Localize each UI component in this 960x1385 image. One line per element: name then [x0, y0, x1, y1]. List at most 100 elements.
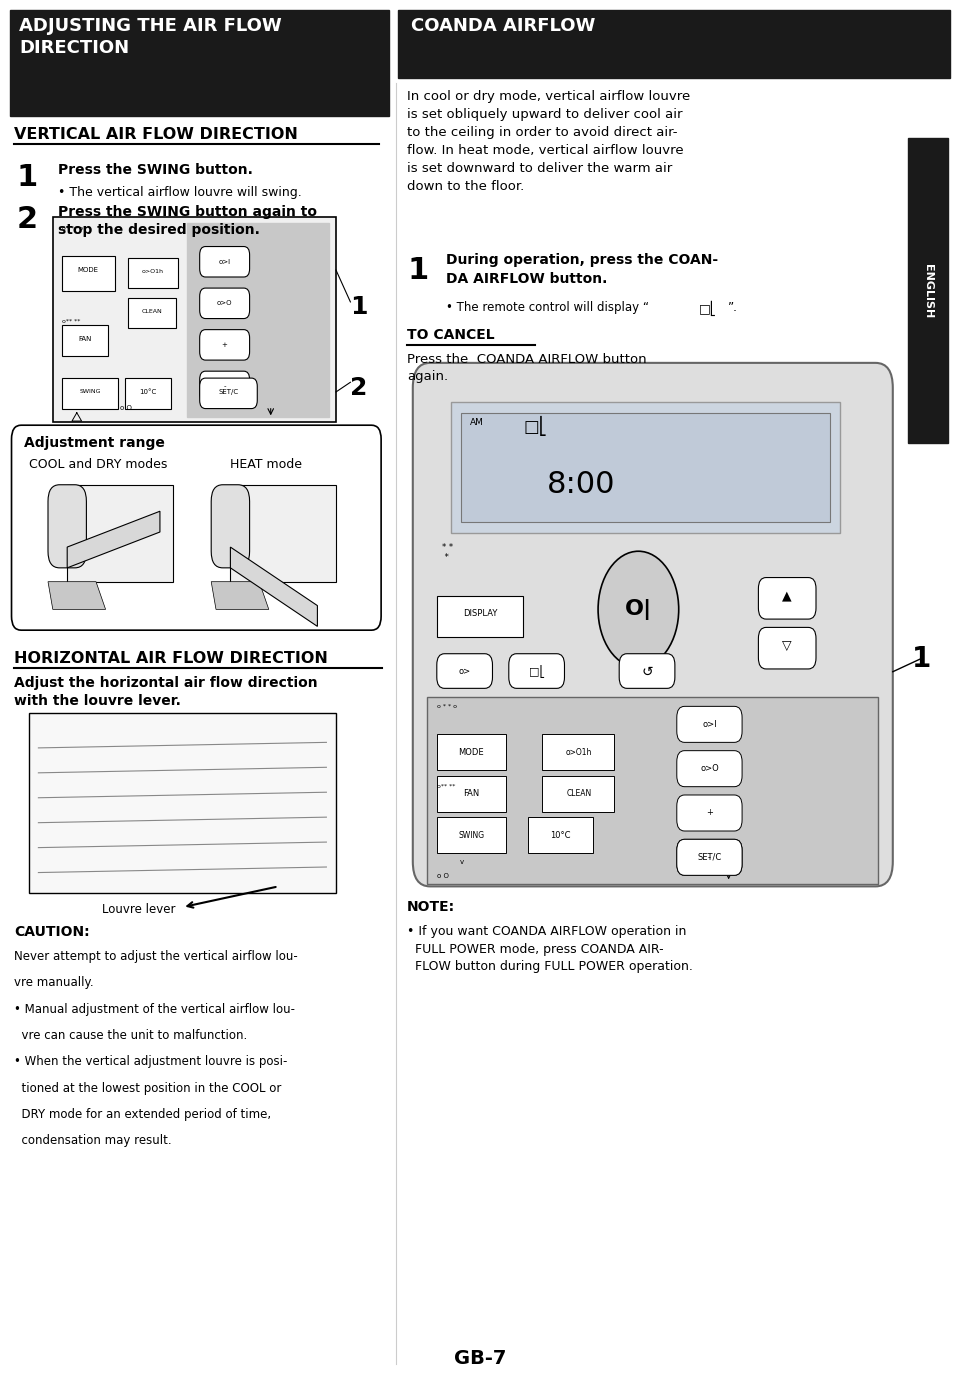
Text: ”.: ”. — [728, 301, 737, 313]
Text: CLEAN: CLEAN — [141, 309, 162, 314]
Text: Never attempt to adjust the vertical airflow lou-: Never attempt to adjust the vertical air… — [14, 950, 299, 963]
FancyBboxPatch shape — [200, 371, 250, 402]
Text: o** **: o** ** — [437, 784, 455, 789]
FancyBboxPatch shape — [619, 654, 675, 688]
Text: * *
 *: * * * — [442, 543, 453, 562]
Text: GB-7: GB-7 — [454, 1349, 506, 1368]
Text: ENGLISH: ENGLISH — [924, 263, 933, 319]
FancyBboxPatch shape — [48, 485, 86, 568]
FancyBboxPatch shape — [12, 425, 381, 630]
Text: ▽: ▽ — [782, 638, 792, 652]
FancyBboxPatch shape — [200, 378, 257, 409]
Text: o>O1h: o>O1h — [565, 748, 592, 756]
Text: Adjustment range: Adjustment range — [24, 436, 165, 450]
FancyBboxPatch shape — [758, 627, 816, 669]
Text: • The remote control will display “: • The remote control will display “ — [446, 301, 649, 313]
Text: 1: 1 — [912, 645, 931, 673]
Bar — [437, 596, 523, 637]
Text: +: + — [706, 809, 713, 817]
Text: -: - — [708, 853, 711, 861]
Bar — [451, 402, 840, 533]
Text: Press the SWING button.: Press the SWING button. — [58, 163, 252, 177]
Text: Adjust the horizontal air flow direction
with the louvre lever.: Adjust the horizontal air flow direction… — [14, 676, 318, 708]
Text: • When the vertical adjustment louvre is posi-: • When the vertical adjustment louvre is… — [14, 1055, 288, 1068]
Bar — [437, 776, 506, 812]
Text: • Manual adjustment of the vertical airflow lou-: • Manual adjustment of the vertical airf… — [14, 1003, 296, 1015]
Bar — [62, 325, 108, 356]
Text: ↺: ↺ — [641, 665, 653, 679]
Text: □⎣: □⎣ — [523, 416, 547, 436]
Text: 1: 1 — [407, 256, 428, 285]
FancyBboxPatch shape — [758, 578, 816, 619]
Bar — [398, 10, 950, 78]
Text: SWING: SWING — [80, 389, 101, 395]
Bar — [437, 734, 506, 770]
Text: During operation, press the COAN-
DA AIRFLOW button.: During operation, press the COAN- DA AIR… — [446, 253, 718, 285]
Text: o O: o O — [120, 406, 132, 411]
Polygon shape — [230, 547, 318, 626]
Text: o* * *o: o* * *o — [62, 226, 84, 231]
Text: □⎣: □⎣ — [699, 301, 717, 316]
Polygon shape — [67, 511, 160, 568]
Text: 8:00: 8:00 — [547, 470, 615, 499]
Bar — [29, 713, 336, 893]
Bar — [128, 298, 176, 328]
Text: AM: AM — [470, 418, 484, 427]
Text: FAN: FAN — [464, 789, 479, 798]
FancyBboxPatch shape — [200, 330, 250, 360]
Text: 10°C: 10°C — [139, 389, 156, 395]
Text: FAN: FAN — [79, 337, 92, 342]
FancyBboxPatch shape — [677, 706, 742, 742]
Text: o>I: o>I — [219, 259, 230, 265]
FancyBboxPatch shape — [200, 247, 250, 277]
Text: TO CANCEL: TO CANCEL — [407, 328, 494, 342]
Text: ADJUSTING THE AIR FLOW
DIRECTION: ADJUSTING THE AIR FLOW DIRECTION — [19, 17, 282, 57]
Text: vre manually.: vre manually. — [14, 976, 94, 989]
Bar — [230, 485, 336, 582]
Text: MODE: MODE — [78, 267, 99, 273]
Bar — [125, 378, 171, 409]
Text: SET/C: SET/C — [219, 389, 238, 395]
Text: SET/C: SET/C — [697, 853, 722, 861]
FancyBboxPatch shape — [509, 654, 564, 688]
Text: DISPLAY: DISPLAY — [463, 609, 497, 618]
FancyBboxPatch shape — [437, 654, 492, 688]
Bar — [908, 138, 948, 443]
Text: o>: o> — [459, 668, 470, 676]
Text: 1: 1 — [16, 163, 37, 193]
Bar — [128, 258, 178, 288]
FancyBboxPatch shape — [200, 288, 250, 319]
Text: o>O: o>O — [700, 765, 719, 773]
Text: □⎣: □⎣ — [529, 665, 544, 679]
FancyBboxPatch shape — [677, 751, 742, 787]
Text: 10°C: 10°C — [550, 831, 571, 839]
Text: o** **: o** ** — [62, 319, 81, 324]
Text: Press the  COANDA AIRFLOW button
again.: Press the COANDA AIRFLOW button again. — [407, 353, 647, 384]
Text: SWING: SWING — [458, 831, 485, 839]
FancyBboxPatch shape — [677, 795, 742, 831]
FancyBboxPatch shape — [211, 485, 250, 568]
Text: v: v — [460, 859, 464, 864]
Text: Louvre lever: Louvre lever — [103, 903, 176, 915]
Text: ▲: ▲ — [782, 589, 792, 602]
Text: COOL and DRY modes: COOL and DRY modes — [29, 458, 167, 471]
Text: condensation may result.: condensation may result. — [14, 1134, 172, 1147]
Bar — [67, 485, 173, 582]
Text: • If you want COANDA AIRFLOW operation in
  FULL POWER mode, press COANDA AIR-
 : • If you want COANDA AIRFLOW operation i… — [407, 925, 693, 974]
Bar — [542, 776, 614, 812]
Text: +: + — [222, 342, 228, 348]
Text: VERTICAL AIR FLOW DIRECTION: VERTICAL AIR FLOW DIRECTION — [14, 127, 299, 143]
Text: Press the SWING button again to
stop the desired position.: Press the SWING button again to stop the… — [58, 205, 317, 237]
Text: o>I: o>I — [702, 720, 717, 729]
Text: In cool or dry mode, vertical airflow louvre
is set obliquely upward to deliver : In cool or dry mode, vertical airflow lo… — [407, 90, 690, 193]
Text: 2: 2 — [350, 375, 368, 400]
Text: tioned at the lowest position in the COOL or: tioned at the lowest position in the COO… — [14, 1082, 282, 1094]
Text: O|: O| — [625, 598, 652, 620]
FancyBboxPatch shape — [677, 839, 742, 875]
Text: 1: 1 — [350, 295, 368, 320]
Text: o O: o O — [437, 873, 448, 878]
Text: NOTE:: NOTE: — [407, 900, 455, 914]
Bar — [427, 697, 878, 884]
Bar — [62, 256, 115, 291]
Text: 2: 2 — [16, 205, 37, 234]
